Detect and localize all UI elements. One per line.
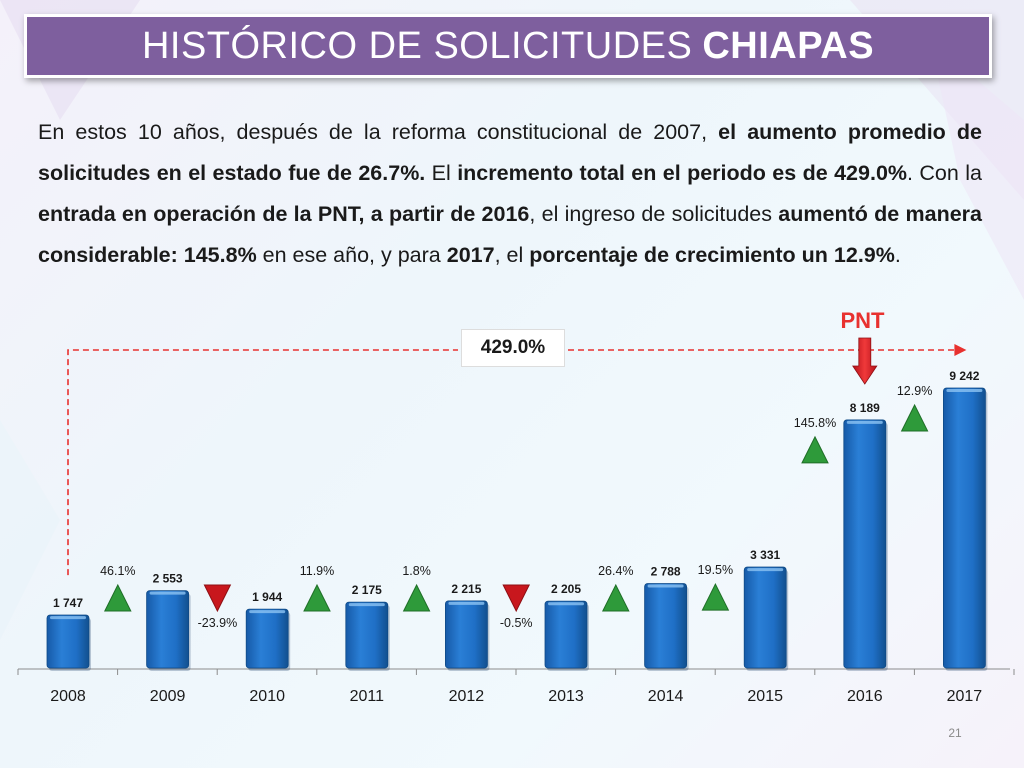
paragraph-run: incremento total en el periodo es de 429… <box>457 161 908 185</box>
total-change-label: 429.0% <box>461 329 565 367</box>
paragraph-run: . Con la <box>907 161 982 185</box>
paragraph-run: porcentaje de crecimiento un 12.9% <box>529 243 895 267</box>
paragraph-run: , el <box>494 243 530 267</box>
pnt-label: PNT <box>840 308 885 333</box>
title-normal: HISTÓRICO DE SOLICITUDES <box>141 24 693 67</box>
paragraph-run: . <box>894 243 901 267</box>
paragraph-run: el aumento promedio de solicitudes en el… <box>38 120 982 185</box>
summary-paragraph: En estos 10 años, después de la reforma … <box>38 112 982 276</box>
paragraph-run: , el ingreso de solicitudes <box>529 202 779 226</box>
paragraph-run: en ese año, y para <box>256 243 447 267</box>
paragraph-run: En estos 10 años, después de la reforma … <box>38 120 719 144</box>
paragraph-run: aumentó de manera considerable: 145.8% <box>38 202 982 267</box>
paragraph-run: El <box>425 161 458 185</box>
paragraph-run: entrada en operación de la PNT, a partir… <box>38 202 530 226</box>
title-bold: CHIAPAS <box>702 24 875 67</box>
paragraph-run: 2017 <box>446 243 495 267</box>
slide-title: HISTÓRICO DE SOLICITUDES CHIAPAS <box>24 14 992 78</box>
page-number: 21 <box>948 726 962 740</box>
